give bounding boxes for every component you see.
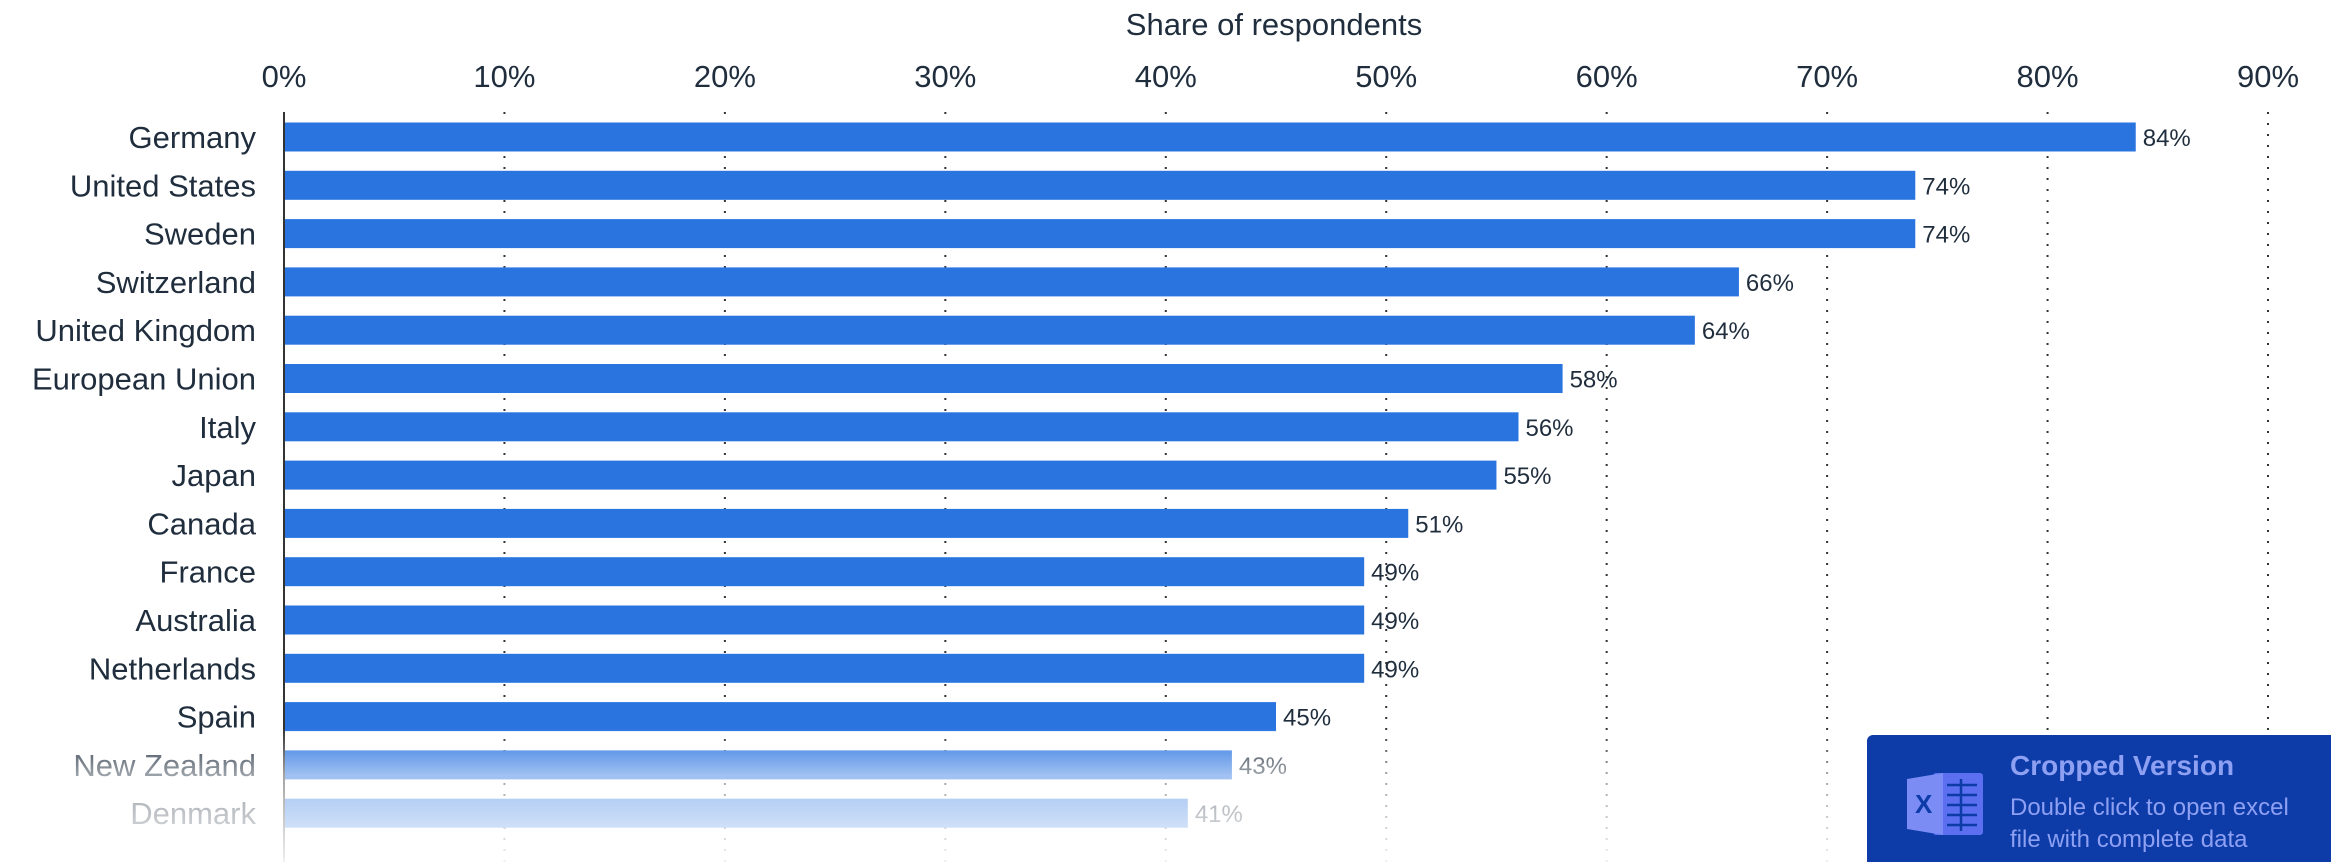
category-label: European Union (32, 362, 256, 397)
x-tick-label: 20% (694, 59, 756, 94)
value-label: 74% (1922, 173, 1970, 200)
x-tick-label: 40% (1135, 59, 1197, 94)
value-label: 45% (1283, 705, 1331, 732)
value-label: 49% (1371, 608, 1419, 635)
value-label: 74% (1922, 222, 1970, 249)
x-tick-label: 60% (1576, 59, 1638, 94)
bar (284, 267, 1739, 297)
svg-text:X: X (1915, 789, 1933, 819)
category-label: Switzerland (96, 265, 256, 300)
bar (284, 219, 1916, 249)
category-label: France (160, 555, 256, 590)
bar (284, 508, 1409, 538)
value-label: 84% (2143, 125, 2191, 152)
x-tick-label: 70% (1796, 59, 1858, 94)
bar (284, 364, 1563, 393)
category-label: Australia (135, 603, 256, 638)
value-label: 43% (1239, 753, 1287, 780)
badge-subtitle: Double click to open excel file with com… (2010, 794, 2289, 853)
category-label: Spain (177, 700, 256, 735)
value-label: 64% (1702, 318, 1750, 345)
x-tick-label: 90% (2237, 59, 2299, 94)
category-label: Italy (199, 410, 256, 445)
category-label: Canada (147, 506, 256, 541)
bar (284, 170, 1916, 200)
category-label: Sweden (144, 217, 256, 252)
x-tick-label: 50% (1355, 59, 1417, 94)
value-label: 49% (1371, 560, 1419, 587)
bar (284, 412, 1519, 442)
x-tick-label: 0% (262, 59, 307, 94)
bar (284, 798, 1188, 828)
bar (284, 750, 1232, 780)
bar (284, 460, 1497, 490)
value-label: 56% (1525, 415, 1573, 442)
category-label: United Kingdom (35, 313, 256, 348)
category-label: United States (70, 168, 256, 203)
x-tick-label: 80% (2017, 59, 2079, 94)
bar (284, 315, 1695, 345)
bar (284, 557, 1365, 587)
x-tick-labels: 0% 10% 20% 30% 40% 50% 60% 70% 80% 90% (262, 59, 2299, 94)
value-label: 41% (1195, 801, 1243, 828)
bar (284, 605, 1365, 635)
value-label: 58% (1570, 367, 1618, 394)
excel-file-icon: X (1907, 773, 1983, 835)
category-label: Germany (129, 120, 257, 155)
category-labels: Germany United States Sweden Switzerland Uni… (32, 120, 257, 831)
value-label: 55% (1503, 463, 1551, 490)
badge-title: Cropped Version (2010, 750, 2235, 781)
value-label: 66% (1746, 270, 1794, 297)
category-label: New Zealand (73, 748, 256, 783)
cropped-version-badge[interactable]: X Cropped Version Double click to open e… (1867, 735, 2331, 862)
bar (284, 653, 1365, 683)
value-label: 49% (1371, 656, 1419, 683)
category-label: Netherlands (89, 651, 256, 686)
x-axis-title: Share of respondents (1126, 7, 1422, 42)
category-label: Japan (172, 458, 256, 493)
category-label: Denmark (130, 796, 256, 831)
bar (284, 122, 2136, 152)
value-label: 51% (1415, 511, 1463, 538)
bar (284, 702, 1276, 732)
bars (284, 122, 2136, 828)
x-tick-label: 30% (914, 59, 976, 94)
x-tick-label: 10% (473, 59, 535, 94)
